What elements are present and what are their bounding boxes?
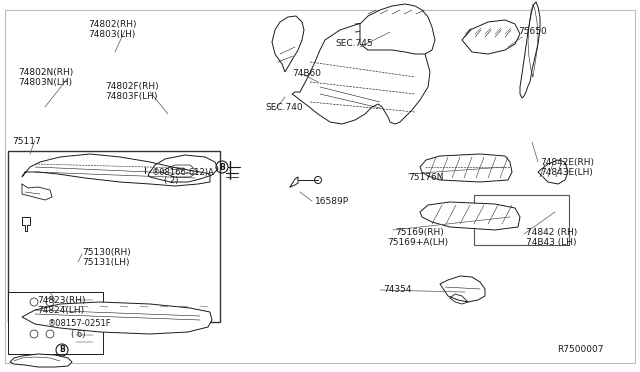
Text: 74824(LH): 74824(LH): [37, 305, 84, 314]
Polygon shape: [22, 302, 212, 334]
Polygon shape: [440, 276, 485, 302]
Polygon shape: [462, 20, 520, 54]
Polygon shape: [420, 154, 512, 182]
Text: 74842 (RH): 74842 (RH): [526, 228, 577, 237]
Text: 75117: 75117: [12, 138, 41, 147]
Polygon shape: [360, 4, 435, 54]
Text: 75176N: 75176N: [408, 173, 444, 182]
Bar: [8, 292, 103, 354]
Polygon shape: [10, 354, 72, 367]
Text: 74803F(LH): 74803F(LH): [105, 92, 157, 100]
Text: 74B43 (LH): 74B43 (LH): [526, 237, 577, 247]
Text: 74843E(LH): 74843E(LH): [540, 167, 593, 176]
Text: SEC.745: SEC.745: [335, 39, 372, 48]
Text: 75650: 75650: [518, 28, 547, 36]
Text: 74803N(LH): 74803N(LH): [18, 78, 72, 87]
Text: 74802N(RH): 74802N(RH): [18, 68, 73, 77]
Text: 75169+A(LH): 75169+A(LH): [387, 237, 448, 247]
Text: 74354: 74354: [383, 285, 412, 295]
Text: B: B: [219, 163, 225, 171]
Polygon shape: [520, 2, 540, 98]
Polygon shape: [538, 160, 568, 184]
Text: ( 2): ( 2): [164, 176, 179, 186]
Text: 75131(LH): 75131(LH): [82, 259, 129, 267]
Text: 75130(RH): 75130(RH): [82, 248, 131, 257]
Text: B: B: [59, 346, 65, 355]
Text: 74B60: 74B60: [292, 70, 321, 78]
Text: 74802(RH): 74802(RH): [88, 20, 136, 29]
Text: 74823(RH): 74823(RH): [37, 295, 86, 305]
Text: SEC.740: SEC.740: [265, 103, 303, 112]
Bar: [8, 151, 220, 322]
Text: ®08157-0251F: ®08157-0251F: [48, 320, 111, 328]
Polygon shape: [292, 22, 430, 124]
Text: 74802F(RH): 74802F(RH): [105, 81, 159, 90]
Bar: [474, 195, 569, 245]
Text: 74803(LH): 74803(LH): [88, 31, 136, 39]
Text: 16589P: 16589P: [315, 198, 349, 206]
Text: 74842E(RH): 74842E(RH): [540, 157, 594, 167]
Polygon shape: [420, 202, 520, 230]
Text: R7500007: R7500007: [557, 346, 604, 355]
Text: ( 6): ( 6): [71, 330, 86, 339]
Text: 75169(RH): 75169(RH): [395, 228, 444, 237]
Polygon shape: [272, 16, 304, 72]
Text: ®08166-612)A: ®08166-612)A: [152, 167, 215, 176]
Polygon shape: [22, 154, 210, 186]
